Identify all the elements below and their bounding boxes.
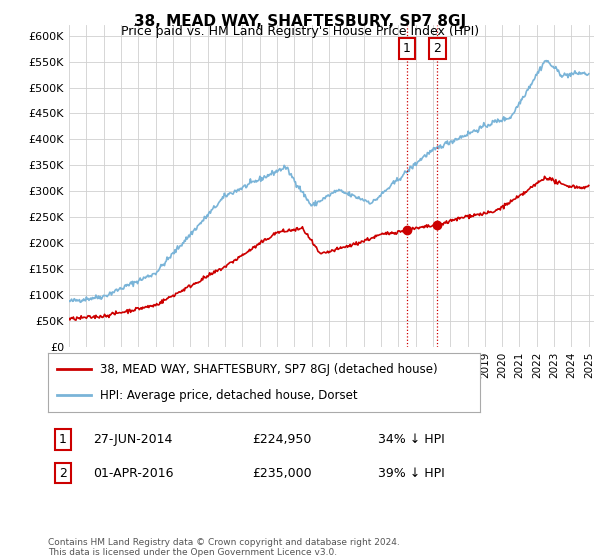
Text: 2: 2: [433, 42, 441, 55]
Text: 39% ↓ HPI: 39% ↓ HPI: [378, 466, 445, 480]
Text: Contains HM Land Registry data © Crown copyright and database right 2024.
This d: Contains HM Land Registry data © Crown c…: [48, 538, 400, 557]
Text: 34% ↓ HPI: 34% ↓ HPI: [378, 433, 445, 446]
Text: 01-APR-2016: 01-APR-2016: [93, 466, 173, 480]
Text: Price paid vs. HM Land Registry's House Price Index (HPI): Price paid vs. HM Land Registry's House …: [121, 25, 479, 38]
Text: 38, MEAD WAY, SHAFTESBURY, SP7 8GJ (detached house): 38, MEAD WAY, SHAFTESBURY, SP7 8GJ (deta…: [100, 363, 437, 376]
Text: 2: 2: [59, 466, 67, 480]
Text: £235,000: £235,000: [252, 466, 311, 480]
Text: £224,950: £224,950: [252, 433, 311, 446]
Text: 38, MEAD WAY, SHAFTESBURY, SP7 8GJ: 38, MEAD WAY, SHAFTESBURY, SP7 8GJ: [134, 14, 466, 29]
Text: HPI: Average price, detached house, Dorset: HPI: Average price, detached house, Dors…: [100, 389, 358, 402]
Text: 27-JUN-2014: 27-JUN-2014: [93, 433, 172, 446]
Text: 1: 1: [403, 42, 411, 55]
Text: 1: 1: [59, 433, 67, 446]
